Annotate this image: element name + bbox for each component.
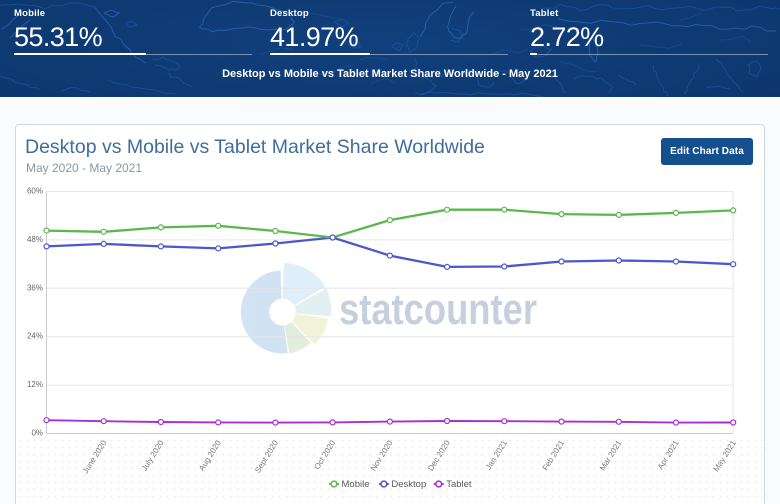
svg-text:Nov 2020: Nov 2020 [369,438,395,472]
svg-text:12%: 12% [27,380,43,389]
svg-text:Feb 2021: Feb 2021 [541,438,567,472]
svg-text:Mar 2021: Mar 2021 [598,438,624,472]
svg-text:Oct 2020: Oct 2020 [312,438,337,471]
svg-text:July 2020: July 2020 [140,438,166,472]
svg-text:Desktop: Desktop [391,479,426,490]
svg-text:60%: 60% [27,187,43,196]
svg-text:0%: 0% [31,429,43,438]
svg-text:Tablet: Tablet [446,479,472,490]
svg-text:Mobile: Mobile [342,479,370,490]
svg-text:Apr 2021: Apr 2021 [656,438,681,471]
svg-text:statcounter: statcounter [339,285,537,334]
svg-text:Dec 2020: Dec 2020 [426,438,452,472]
svg-text:Jan 2021: Jan 2021 [484,438,509,471]
svg-text:Aug 2020: Aug 2020 [197,438,223,472]
svg-text:May 2021: May 2021 [712,438,739,473]
svg-text:24%: 24% [27,332,43,341]
svg-text:June 2020: June 2020 [81,438,109,475]
svg-text:Sept 2020: Sept 2020 [253,438,280,474]
svg-text:48%: 48% [27,235,43,244]
svg-text:36%: 36% [27,283,43,292]
